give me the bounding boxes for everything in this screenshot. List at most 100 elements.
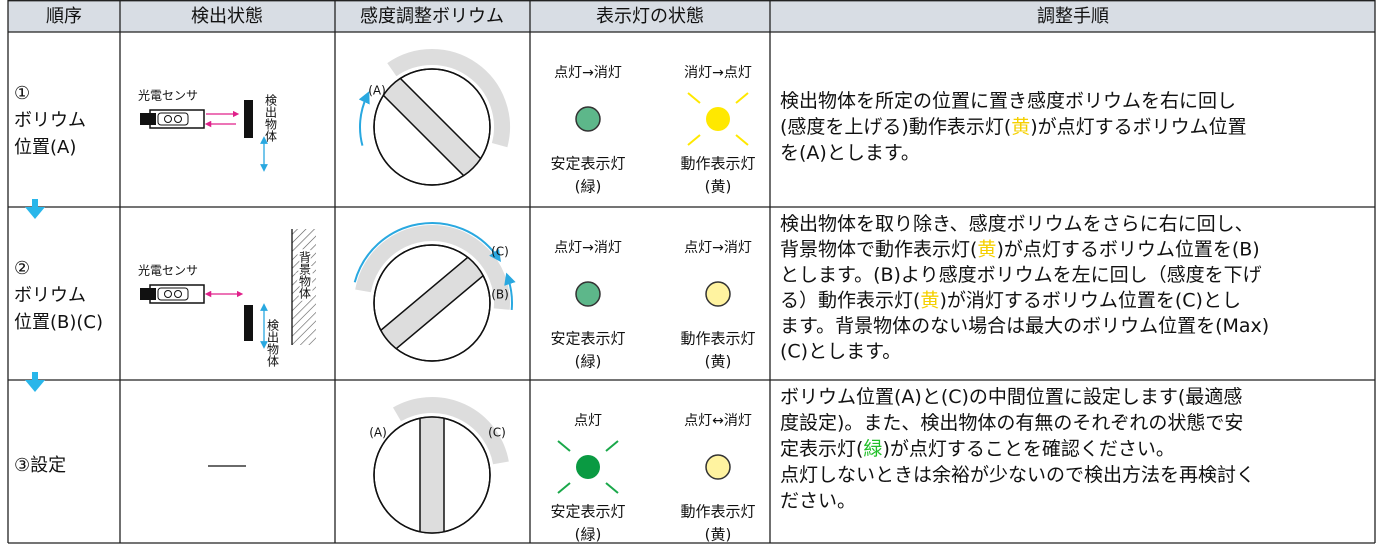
procedure-line: とします。(B)より感度ボリウムを左に回し（感度を下げ: [780, 264, 1262, 286]
sensor-cap: [140, 113, 156, 125]
scale-arc: [387, 49, 510, 148]
procedure-text: )が点灯することを確認ください。: [882, 438, 1174, 460]
procedure-text: 度設定)。また、検出物体の有無のそれぞれの状態で安: [780, 412, 1243, 434]
led-ray: [557, 482, 571, 494]
sensor-label: 光電センサ: [138, 264, 198, 278]
indicator-status: 点灯→消灯: [554, 240, 622, 256]
order-text: 位置(A): [14, 137, 76, 158]
procedure-text: (感度を上げる)動作表示灯(: [780, 116, 1011, 138]
volume-label: (A): [368, 84, 386, 98]
sensor-label: 光電センサ: [138, 89, 198, 103]
led-ray: [605, 482, 619, 494]
procedure-text: ます。背景物体のない場合は最大のボリウム位置を(Max): [780, 315, 1269, 337]
order-text: ボリウム: [14, 285, 86, 306]
indicator-color: (緑): [575, 178, 602, 196]
scale-arc: [393, 397, 509, 465]
led: [706, 107, 730, 131]
order-text: ③設定: [14, 455, 66, 476]
order-text: 位置(B)(C): [14, 312, 103, 333]
indicator-color: (黄): [705, 178, 732, 196]
sensor-cap: [140, 288, 156, 300]
procedure-text: )が点灯するボリウム位置を(B): [996, 238, 1259, 260]
indicator-color: (黄): [705, 353, 732, 371]
volume-label: (B): [491, 288, 509, 302]
procedure-highlight: 黄: [977, 238, 996, 260]
procedure-text: る）動作表示灯(: [780, 289, 920, 311]
procedure-line: 検出物体を取り除き、感度ボリウムをさらに右に回し、: [780, 213, 1254, 235]
step-arrow: [25, 380, 45, 392]
procedure-text: 検出物体を取り除き、感度ボリウムをさらに右に回し、: [780, 213, 1254, 235]
indicator-status: 点灯↔消灯: [684, 413, 752, 429]
scale-arc: [355, 225, 510, 310]
indicator-color: (黄): [705, 526, 732, 544]
indicator-color: (緑): [575, 526, 602, 544]
procedure-text: 検出物体を所定の位置に置き感度ボリウムを右に回し: [780, 90, 1236, 112]
led-ray: [735, 134, 749, 146]
procedure-highlight: 緑: [863, 438, 882, 460]
procedure-line: る）動作表示灯(黄)が消灯するボリウム位置を(C)とし: [780, 289, 1241, 311]
knob-rim: [373, 244, 491, 362]
turn-arrow: [353, 222, 501, 283]
header-cell: 表示灯の状態: [596, 6, 704, 27]
procedure-highlight: 黄: [1011, 116, 1030, 138]
step-arrow: [25, 207, 45, 219]
procedure-line: ださい。: [780, 490, 856, 512]
turn-arrow: [504, 272, 516, 311]
indicator-name: 安定表示灯: [550, 503, 625, 521]
indicator-name: 動作表示灯: [680, 503, 755, 521]
knob-rim: [373, 68, 491, 186]
led-ray: [557, 440, 571, 452]
procedure-text: を(A)とします。: [780, 142, 920, 164]
order-text: ①: [14, 83, 30, 104]
led: [575, 281, 601, 307]
object: [244, 305, 253, 341]
procedure-line: ボリウム位置(A)と(C)の中間位置に設定します(最適感: [780, 386, 1242, 408]
procedure-line: (C)とします。: [780, 340, 901, 362]
indicator-status: 点灯: [574, 413, 602, 429]
lens: [164, 115, 172, 123]
lens: [174, 290, 182, 298]
knob-slot: [419, 417, 445, 533]
volume-label: (C): [488, 426, 506, 440]
procedure-text: とします。(B)より感度ボリウムを左に回し（感度を下げ: [780, 264, 1262, 286]
procedure-text: 定表示灯(: [780, 438, 863, 460]
lens: [164, 290, 172, 298]
procedure-text: ださい。: [780, 490, 856, 512]
procedure-text: )が点灯するボリウム位置: [1030, 116, 1246, 138]
led-ray: [687, 92, 701, 104]
header-cell: 順序: [46, 6, 82, 27]
object: [244, 100, 253, 138]
header-cell: 感度調整ボリウム: [360, 6, 504, 27]
procedure-text: 点灯しないときは余裕が少ないので検出方法を再検討く: [780, 464, 1255, 486]
sensor-lens: [157, 287, 189, 301]
background-label: 背景物体: [298, 251, 312, 300]
turn-arrow: [358, 91, 370, 146]
procedure-line: (感度を上げる)動作表示灯(黄)が点灯するボリウム位置: [780, 116, 1247, 138]
lens: [174, 115, 182, 123]
order-text: ボリウム: [14, 110, 86, 131]
indicator-status: 消灯→点灯: [684, 65, 752, 81]
led-ray: [687, 134, 701, 146]
procedure-line: 検出物体を所定の位置に置き感度ボリウムを右に回し: [780, 90, 1236, 112]
indicator-name: 動作表示灯: [680, 330, 755, 348]
knob-rim: [373, 416, 491, 534]
indicator-name: 安定表示灯: [550, 330, 625, 348]
volume-label: (C): [491, 245, 509, 259]
led: [576, 455, 600, 479]
procedure-line: 定表示灯(緑)が点灯することを確認ください。: [780, 438, 1175, 460]
led: [705, 281, 731, 307]
led-ray: [605, 440, 619, 452]
procedure-line: を(A)とします。: [780, 142, 920, 164]
object-label: 検出物体: [264, 94, 278, 143]
indicator-status: 点灯→消灯: [554, 65, 622, 81]
object-label: 検出物体: [266, 319, 280, 368]
background-object: [292, 229, 316, 345]
header-bg: [8, 0, 1375, 32]
volume-label: (A): [369, 426, 387, 440]
procedure-line: 背景物体で動作表示灯(黄)が点灯するボリウム位置を(B): [780, 238, 1260, 260]
procedure-line: ます。背景物体のない場合は最大のボリウム位置を(Max): [780, 315, 1269, 337]
indicator-name: 安定表示灯: [550, 155, 625, 173]
table-lines: [7, 0, 1376, 544]
order-text: ②: [14, 258, 30, 279]
